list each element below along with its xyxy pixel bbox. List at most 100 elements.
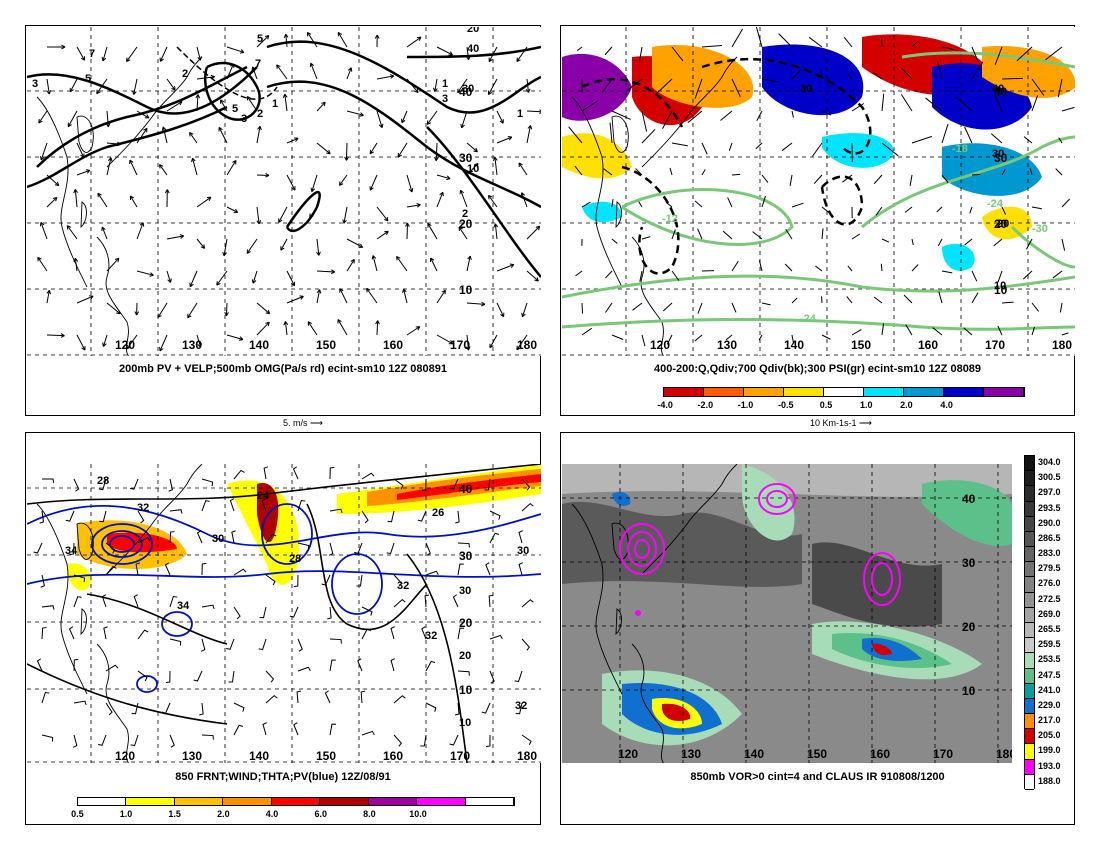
q-vector [611, 110, 631, 120]
q-vector [941, 123, 949, 144]
wind-barb [193, 670, 203, 682]
colorbar-swatch [1025, 698, 1034, 715]
wind-arrowhead [61, 44, 66, 50]
colorbar-label: -4.0 [657, 400, 673, 410]
lon-label: 120 [115, 338, 135, 352]
ir-shading [562, 464, 1012, 497]
wind-barb [98, 478, 107, 491]
colorbar-label: 8.0 [363, 809, 376, 819]
wind-arrowhead [159, 346, 164, 352]
q-vector [997, 270, 1003, 283]
wind-arrowhead [489, 343, 494, 349]
q-vector [758, 334, 763, 341]
wind-arrowhead [460, 123, 465, 129]
wind-vector [339, 288, 348, 304]
wind-vector [74, 189, 78, 208]
wind-vector [496, 136, 512, 144]
wind-arrowhead [129, 195, 135, 200]
coast-china [571, 96, 623, 288]
wind-vector [189, 270, 198, 287]
wind-vector [406, 326, 421, 336]
wind-barb [293, 722, 299, 736]
lon-label: 170 [933, 747, 953, 761]
wind-arrowhead [518, 162, 523, 168]
wind-arrowhead [265, 172, 270, 178]
wind-arrowhead [144, 114, 150, 119]
contour-label: 30 [517, 545, 529, 557]
wind-arrowhead [481, 301, 486, 307]
lat-label: 20 [459, 616, 473, 630]
wind-vector [46, 290, 50, 304]
wind-arrowhead [426, 120, 432, 125]
q-vector [641, 334, 646, 347]
vorticity-contour [863, 552, 901, 606]
q-vector [1023, 136, 1033, 144]
q-vector [941, 46, 955, 51]
wind-barb [101, 594, 107, 608]
wind-barb [329, 466, 335, 480]
wind-arrowhead [116, 309, 121, 315]
wind-vector [396, 256, 408, 272]
wind-vector [526, 125, 531, 144]
q-vector [969, 206, 973, 214]
q-vector [694, 78, 703, 99]
wind-vector [376, 110, 383, 128]
wind-vector [521, 192, 528, 208]
contour-label: 1 [272, 98, 278, 110]
colorbar-label: 247.5 [1038, 669, 1061, 680]
wind-arrowhead [342, 219, 347, 224]
wind-arrowhead [197, 343, 202, 348]
contour-label: 30 [992, 148, 1004, 160]
colorbar-label: 6.0 [314, 809, 327, 819]
wind-arrowhead [401, 118, 406, 124]
colorbar-swatch [824, 388, 864, 396]
contour-label: 3 [241, 113, 247, 125]
wind-barb [73, 574, 86, 583]
wind-arrowhead [265, 309, 271, 315]
q-vector [1059, 302, 1063, 313]
wind-barb [65, 510, 75, 522]
q-vector [755, 142, 763, 150]
q-vector [756, 110, 763, 121]
pv-contour [261, 503, 313, 565]
wind-arrowhead [265, 321, 270, 327]
panel-q-vectors: 120 130 140 150 160 170 180 40 30 20 10 30 40 30 -18 -2… [560, 25, 1075, 416]
wind-arrowhead [233, 208, 239, 214]
wind-barb [489, 510, 501, 520]
contour-label: 34 [177, 600, 190, 612]
wind-vector [466, 302, 485, 305]
q-vector [671, 270, 680, 281]
wind-vector [187, 302, 198, 319]
colorbar-label: 2.0 [217, 809, 230, 819]
contour-label: 3 [442, 93, 448, 105]
q-vector [581, 302, 584, 314]
q-vector [971, 173, 981, 176]
wind-arrowhead [439, 191, 444, 197]
wind-vector [159, 334, 168, 352]
wind-barb [263, 466, 269, 480]
wind-arrowhead [416, 36, 422, 41]
lon-label: 120 [618, 747, 638, 761]
wind-arrowhead [316, 289, 322, 294]
wind-vector [460, 190, 468, 208]
colorbar-label: 199.0 [1038, 745, 1061, 756]
q-vector [820, 69, 823, 80]
contour-label: 20 [997, 218, 1009, 230]
wind-vector [226, 334, 244, 340]
wind-vector [466, 46, 470, 60]
wind-arrowhead [457, 88, 462, 94]
wind-barb [425, 660, 436, 672]
ir-shading [612, 492, 631, 506]
wind-barb [361, 730, 375, 736]
panel-850-frnt: 120 130 140 150 160 170 180 40 30 20 10 24 26 28 30 32 3… [25, 432, 541, 825]
wind-arrowhead [415, 326, 421, 331]
wind-barb [484, 478, 491, 491]
wind-arrowhead [38, 118, 43, 124]
q-vector [964, 126, 973, 144]
wind-arrowhead [294, 137, 299, 142]
wind-vector [286, 295, 304, 304]
wind-arrowhead [73, 189, 78, 194]
wind-vector [106, 257, 120, 272]
q-vector [925, 97, 943, 112]
colorbar-swatch [1025, 501, 1034, 517]
